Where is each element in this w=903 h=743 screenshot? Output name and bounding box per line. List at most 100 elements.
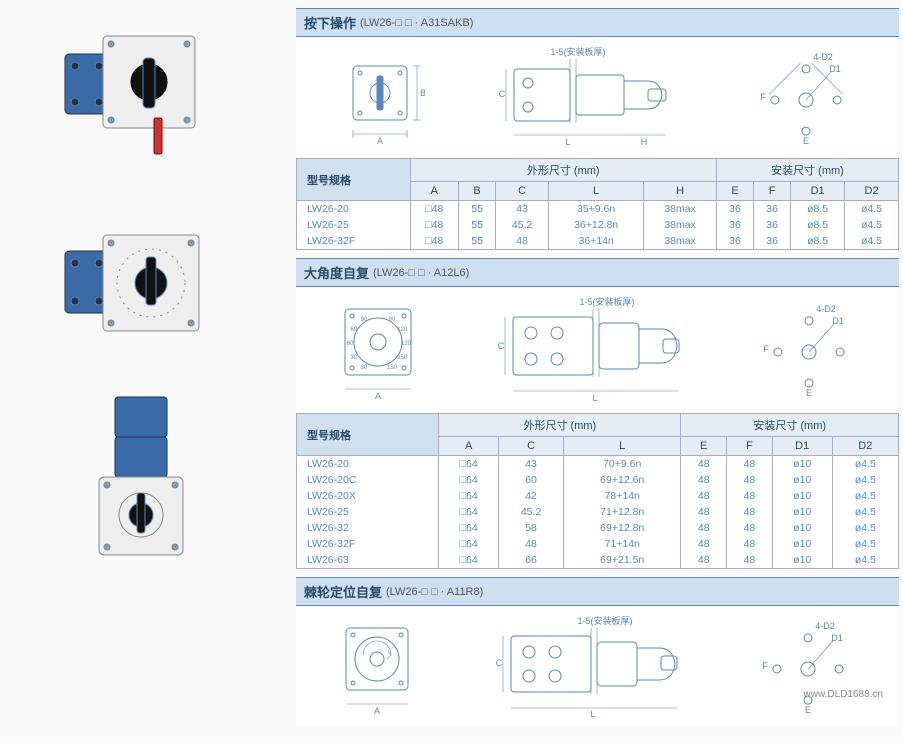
section-3-title: 棘轮定位自复 (304, 582, 382, 601)
table-row: LW26-20C□646069+12.6n4848ø10ø4.5 (297, 472, 899, 488)
td-cell: 55 (459, 201, 496, 218)
diagram-mount-2: 4-D2 D1 E F (754, 300, 864, 400)
svg-text:A: A (374, 706, 380, 716)
section-2-header: 大角度自复 (LW26-□ □ · A12L6) (296, 258, 899, 287)
td-cell: □48 (410, 217, 459, 233)
svg-text:1-5(安装板厚): 1-5(安装板厚) (580, 296, 635, 307)
page-root: 按下操作 (LW26-□ □ · A31SAKB) A B (0, 0, 903, 743)
section-2-table: 型号规格 外形尺寸 (mm) 安装尺寸 (mm) ACLEFD1D2 LW26-… (296, 413, 899, 569)
table-row: LW26-20□644370+9.6n4848ø10ø4.5 (297, 456, 899, 473)
td-cell: ø4.5 (832, 552, 898, 569)
td-cell: 48 (681, 456, 727, 473)
svg-text:A: A (376, 136, 382, 146)
td-cell: ø4.5 (832, 504, 898, 520)
td-cell: 45.2 (499, 504, 564, 520)
th-group1: 外形尺寸 (mm) (439, 414, 681, 437)
watermark: www.DLD1688.cn (804, 689, 883, 700)
td-model: LW26-32F (297, 233, 411, 250)
svg-text:4-D2: 4-D2 (816, 304, 836, 314)
diagram-mount-3: 4-D2 D1 E F (753, 617, 863, 717)
td-cell: ø4.5 (845, 217, 899, 233)
svg-text:F: F (762, 661, 768, 671)
td-cell: 48 (681, 536, 727, 552)
td-cell: 48 (727, 488, 773, 504)
td-cell: 36 (754, 201, 791, 218)
product-image-1 (54, 18, 234, 178)
svg-text:A: A (375, 391, 381, 401)
th-col: D1 (791, 182, 845, 201)
svg-text:30: 30 (351, 355, 358, 361)
td-cell: ø4.5 (845, 201, 899, 218)
td-cell: ø10 (772, 520, 832, 536)
th-col: C (496, 182, 549, 201)
td-cell: 70+9.6n (564, 456, 681, 473)
td-cell: □64 (439, 488, 499, 504)
table-row: LW26-20□48554335+9.6n38max3636ø8.5ø4.5 (297, 201, 899, 218)
svg-text:4-D2: 4-D2 (815, 621, 835, 631)
td-cell: 38max (644, 233, 717, 250)
td-cell: ø10 (772, 488, 832, 504)
td-cell: ø4.5 (832, 456, 898, 473)
td-cell: 36 (716, 217, 753, 233)
td-cell: ø10 (772, 536, 832, 552)
section-1-header: 按下操作 (LW26-□ □ · A31SAKB) (296, 8, 899, 37)
td-cell: □64 (439, 456, 499, 473)
td-cell: 48 (727, 552, 773, 569)
td-cell: 38max (644, 201, 717, 218)
svg-text:120: 120 (401, 341, 412, 347)
td-cell: ø8.5 (791, 233, 845, 250)
diagram-side-3: 1-5(安装板厚) L C (495, 614, 685, 719)
svg-text:1-5(安装板厚): 1-5(安装板厚) (577, 615, 632, 626)
td-cell: 36+12.8n (548, 217, 643, 233)
section-3-diagrams: A 1-5(安装板厚) L C 4-D2 (296, 606, 899, 727)
svg-text:30: 30 (361, 365, 368, 371)
td-cell: 36 (716, 233, 753, 250)
section-1-table: 型号规格 外形尺寸 (mm) 安装尺寸 (mm) ABCLHEFD1D2 LW2… (296, 158, 899, 250)
svg-text:E: E (806, 388, 812, 398)
th-group2: 安装尺寸 (mm) (716, 159, 898, 182)
product-image-3 (54, 398, 234, 558)
td-cell: ø10 (772, 472, 832, 488)
td-cell: 66 (499, 552, 564, 569)
section-2-subtitle: (LW26-□ □ · A12L6) (373, 267, 469, 279)
section-1-subtitle: (LW26-□ □ · A31SAKB) (360, 17, 473, 29)
td-cell: ø10 (772, 504, 832, 520)
th-col: H (644, 182, 717, 201)
td-cell: 69+12.8n (564, 520, 681, 536)
svg-text:1-5(安装板厚): 1-5(安装板厚) (550, 46, 605, 57)
table-row: LW26-25□485545.236+12.8n38max3636ø8.5ø4.… (297, 217, 899, 233)
td-cell: ø8.5 (791, 217, 845, 233)
svg-text:H: H (640, 137, 647, 147)
td-cell: 36 (754, 217, 791, 233)
th-col: E (716, 182, 753, 201)
section-1-title: 按下操作 (304, 13, 356, 32)
svg-text:60: 60 (347, 341, 354, 347)
svg-text:C: C (496, 658, 503, 668)
td-model: LW26-20 (297, 201, 411, 218)
svg-text:60: 60 (351, 327, 358, 333)
section-1: 按下操作 (LW26-□ □ · A31SAKB) A B (296, 8, 899, 250)
td-cell: 60 (499, 472, 564, 488)
svg-text:120: 120 (397, 327, 408, 333)
td-cell: 55 (459, 233, 496, 250)
td-cell: ø4.5 (832, 536, 898, 552)
td-model: LW26-20X (297, 488, 439, 504)
section-3-header: 棘轮定位自复 (LW26-□ □ · A11R8) (296, 577, 899, 606)
td-cell: 48 (681, 520, 727, 536)
svg-text:90: 90 (389, 317, 396, 323)
td-cell: ø10 (772, 456, 832, 473)
td-cell: 48 (496, 233, 549, 250)
diagram-front-3: A (332, 614, 427, 719)
td-cell: 38max (644, 217, 717, 233)
table-row: LW26-63□646669+21.5n4848ø10ø4.5 (297, 552, 899, 569)
td-cell: □64 (439, 504, 499, 520)
section-2: 大角度自复 (LW26-□ □ · A12L6) 303060609090120… (296, 258, 899, 569)
td-cell: □64 (439, 552, 499, 569)
td-cell: 71+14n (564, 536, 681, 552)
th-model: 型号规格 (297, 159, 411, 201)
th-col: D2 (832, 437, 898, 456)
td-cell: 48 (681, 504, 727, 520)
table-row: LW26-32F□48554836+14n38max3636ø8.5ø4.5 (297, 233, 899, 250)
th-col: D1 (772, 437, 832, 456)
svg-text:D1: D1 (832, 316, 844, 326)
